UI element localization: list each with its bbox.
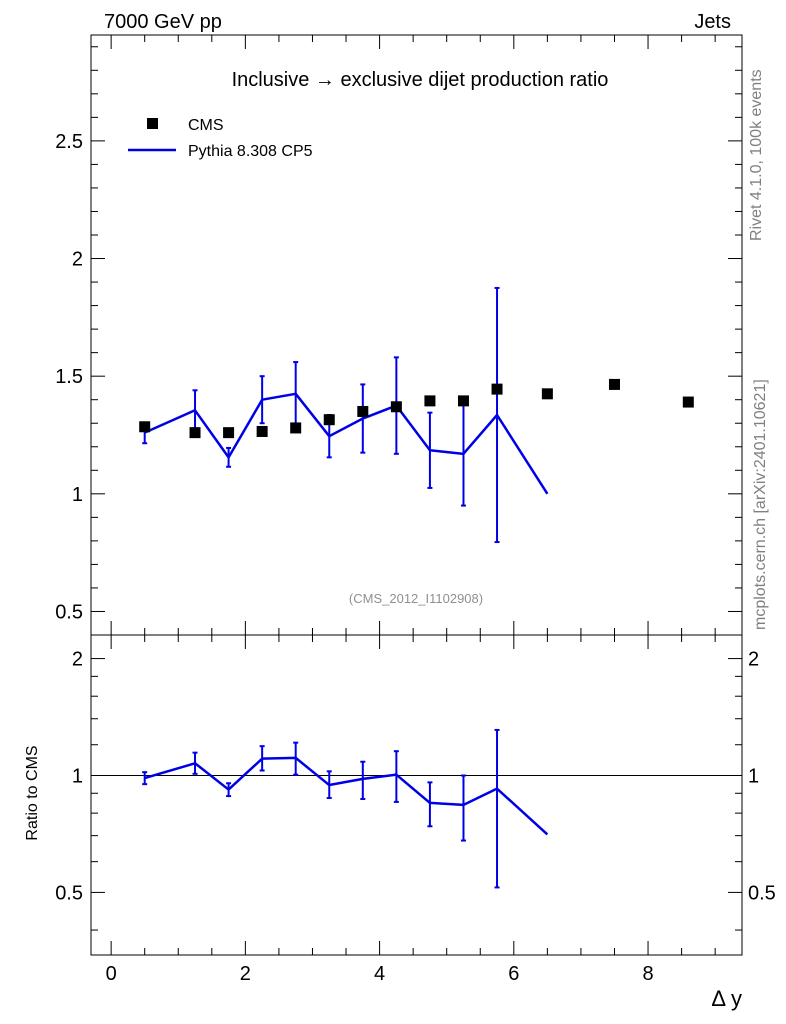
- cms-data-point: [290, 422, 302, 434]
- ratio-y-tick-label-right: 0.5: [748, 882, 776, 904]
- main-y-tick-label: 0.5: [55, 601, 83, 623]
- energy-label: 7000 GeV pp: [104, 11, 222, 33]
- legend-cms-marker: [147, 118, 158, 129]
- legend-pythia-label: Pythia 8.308 CP5: [188, 143, 313, 160]
- cms-data-point: [424, 395, 436, 407]
- ratio-axis-ticks: 0.5 0.5 1 1 2 2 0 2 4 6 8: [55, 635, 776, 985]
- ratio-frame: [90, 634, 743, 956]
- ratio-y-tick-label-left: 2: [72, 649, 83, 671]
- x-tick-label: 2: [240, 963, 251, 985]
- cms-data-point: [189, 427, 201, 439]
- cms-data-point: [608, 378, 620, 390]
- cms-data-point: [491, 383, 503, 395]
- cms-data-point: [223, 427, 235, 439]
- pythia-line: [144, 392, 549, 495]
- x-axis-label: Δ y: [711, 986, 742, 1011]
- mcplots-source-label: mcplots.cern.ch [arXiv:2401.10621]: [752, 379, 769, 630]
- main-y-tick-label: 1.5: [55, 366, 83, 388]
- x-tick-label: 8: [642, 963, 653, 985]
- analysis-watermark: (CMS_2012_I1102908): [349, 591, 483, 606]
- cms-data-points: [139, 378, 694, 439]
- cms-data-point: [541, 388, 553, 400]
- main-y-tick-label: 2: [72, 249, 83, 271]
- x-tick-label: 6: [508, 963, 519, 985]
- category-label: Jets: [694, 11, 731, 33]
- cms-data-point: [323, 414, 335, 426]
- cms-data-point: [256, 425, 268, 437]
- pythia-ratio-line: [144, 756, 549, 836]
- ratio-y-tick-label-left: 0.5: [55, 882, 83, 904]
- x-tick-label: 0: [106, 963, 117, 985]
- ratio-y-axis-label: Ratio to CMS: [24, 745, 41, 840]
- cms-data-point: [139, 421, 151, 433]
- mc-series-ratio: [142, 728, 549, 889]
- main-y-tick-label: 2.5: [55, 131, 83, 153]
- ratio-y-tick-label-right: 1: [748, 765, 759, 787]
- x-tick-label: 4: [374, 963, 385, 985]
- chart-title: Inclusive → exclusive dijet production r…: [232, 69, 609, 91]
- cms-data-point: [357, 405, 369, 417]
- main-axis-ticks: 0.5 1 1.5 2 2.5: [55, 35, 742, 635]
- cms-data-point: [682, 396, 694, 408]
- legend: CMS Pythia 8.308 CP5: [128, 117, 313, 160]
- main-panel: Inclusive → exclusive dijet production r…: [55, 34, 743, 636]
- rivet-version-label: Rivet 4.1.0, 100k events: [748, 69, 765, 241]
- ratio-y-tick-label-right: 2: [748, 649, 759, 671]
- ratio-panel: 0.5 0.5 1 1 2 2 0 2 4 6 8 Ratio to CMS Δ y: [24, 634, 776, 1011]
- legend-cms-label: CMS: [188, 117, 224, 134]
- mc-series-main: [142, 286, 549, 544]
- cms-data-point: [457, 395, 469, 407]
- ratio-y-tick-label-left: 1: [72, 765, 83, 787]
- main-y-tick-label: 1: [72, 484, 83, 506]
- cms-data-point: [390, 401, 402, 413]
